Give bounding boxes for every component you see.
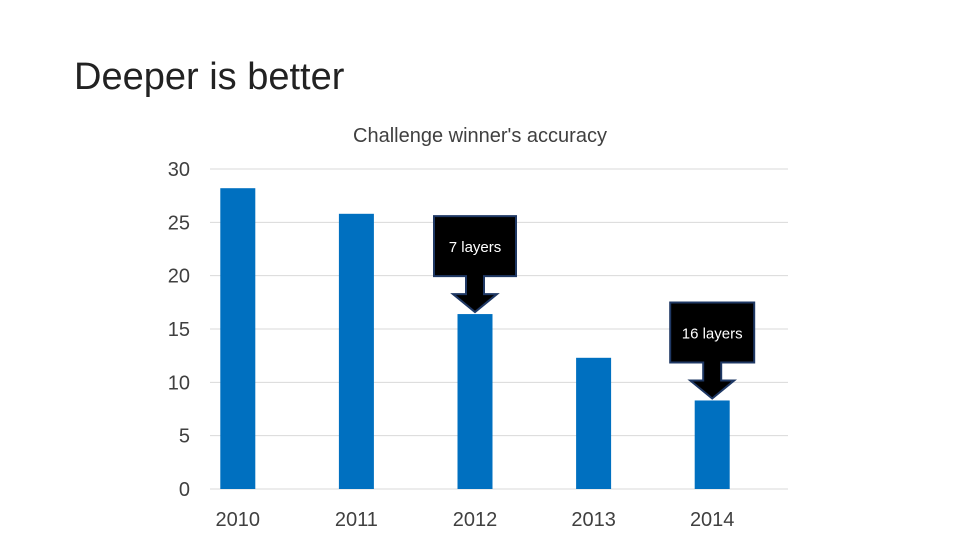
slide-title: Deeper is better — [74, 56, 345, 98]
callout-label-2012: 7 layers — [449, 239, 502, 256]
chart-title: Challenge winner's accuracy — [353, 125, 607, 147]
callout-2014: 16 layers — [669, 301, 756, 400]
callout-shape-2014 — [669, 301, 756, 400]
x-axis-ticks: 2010 2011 2012 2013 2014 — [216, 509, 735, 531]
callout-shape-2012 — [433, 215, 517, 314]
x-tick-label-2013: 2013 — [571, 509, 616, 531]
y-tick-label-25: 25 — [168, 212, 190, 234]
x-tick-label-2014: 2014 — [690, 509, 735, 531]
bar-2011 — [338, 213, 374, 490]
bar-2013 — [576, 357, 612, 489]
y-tick-label-20: 20 — [168, 266, 190, 288]
callout-2012: 7 layers — [433, 215, 517, 314]
bar-2010 — [220, 188, 256, 489]
bars — [220, 188, 730, 490]
x-tick-label-2010: 2010 — [216, 509, 261, 531]
x-tick-label-2011: 2011 — [335, 509, 378, 531]
callout-label-2014: 16 layers — [682, 325, 743, 342]
y-tick-label-15: 15 — [168, 319, 190, 341]
bar-2012 — [457, 314, 493, 489]
callouts: 7 layers 16 layers — [433, 215, 756, 400]
y-axis-ticks: 0 5 10 15 20 25 30 — [168, 159, 190, 501]
y-tick-label-0: 0 — [179, 479, 190, 501]
x-tick-label-2012: 2012 — [453, 509, 498, 531]
y-tick-label-10: 10 — [168, 372, 190, 394]
bar-2014 — [694, 400, 730, 489]
y-tick-label-5: 5 — [179, 426, 190, 448]
y-tick-label-30: 30 — [168, 159, 190, 181]
